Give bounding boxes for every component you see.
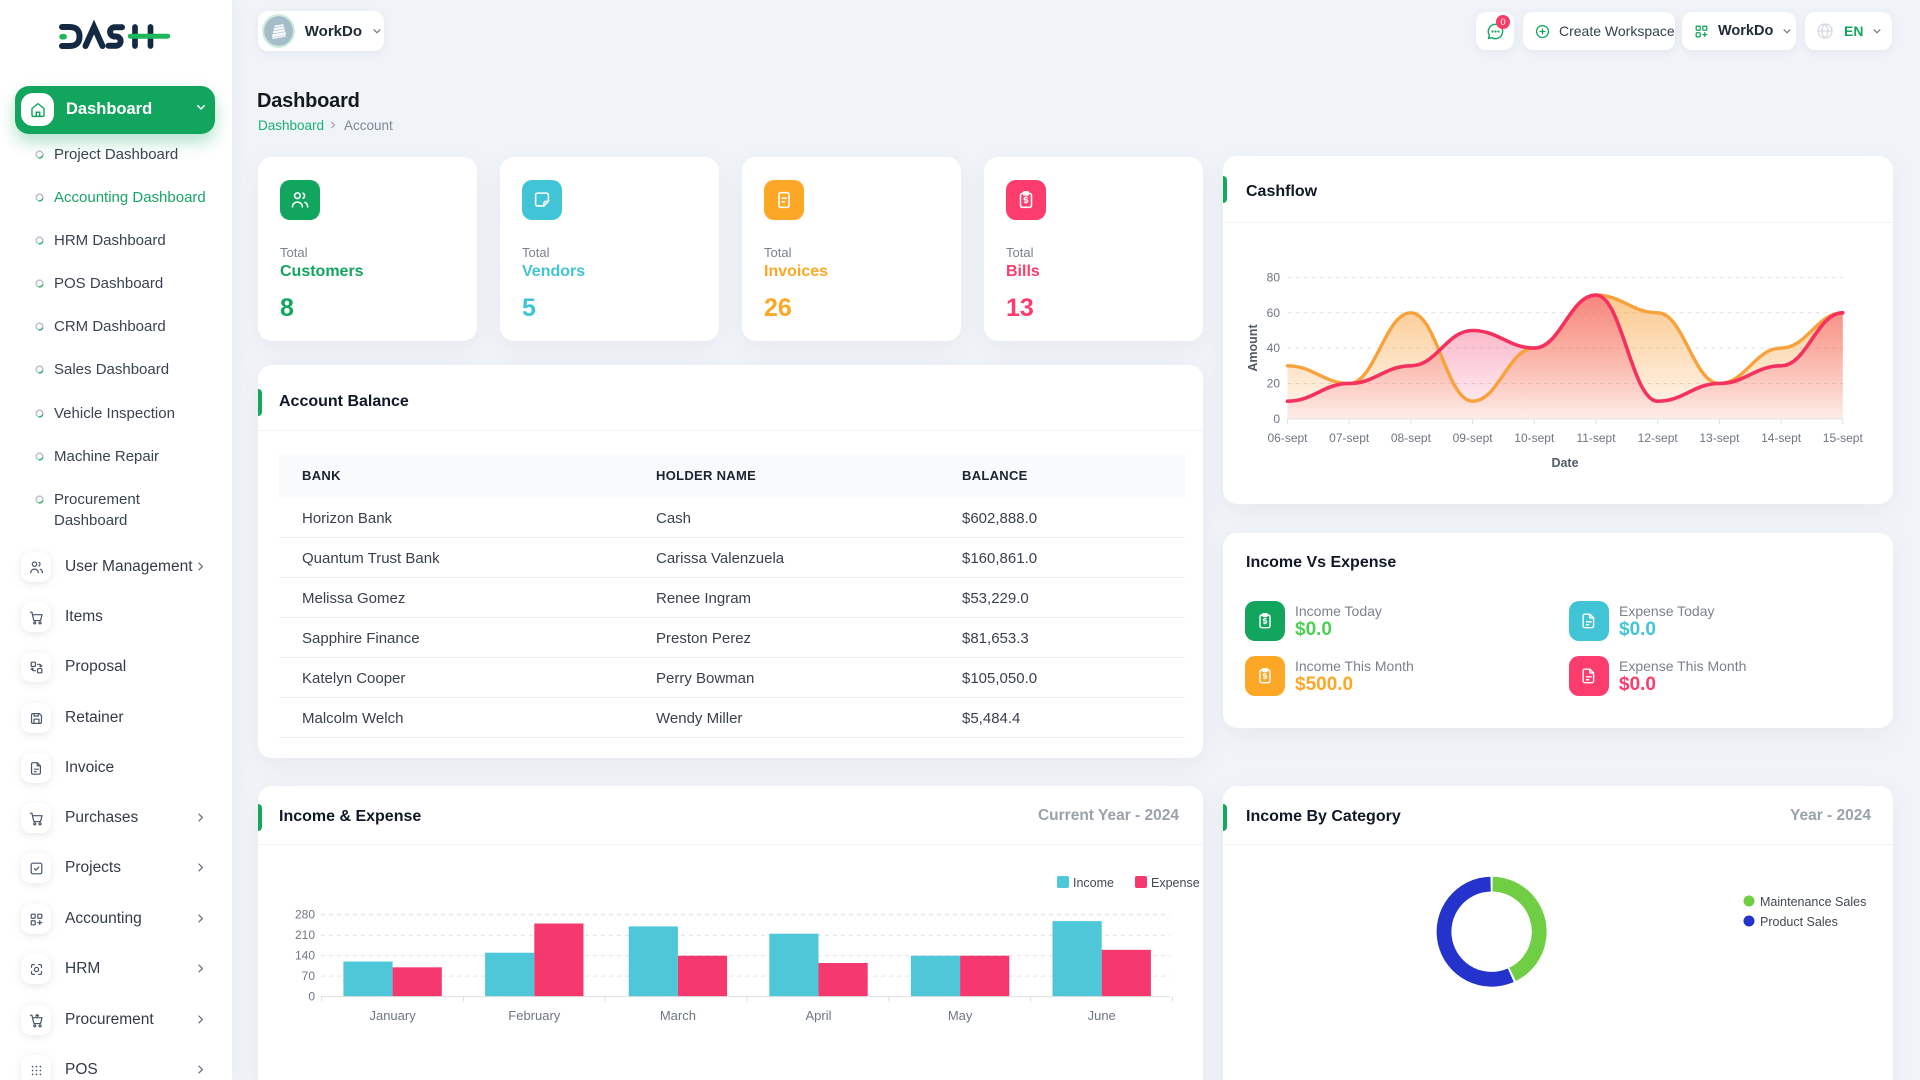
svg-text:140: 140 — [295, 949, 315, 963]
svg-text:January: January — [369, 1008, 416, 1023]
svg-text:12-sept: 12-sept — [1638, 431, 1679, 445]
svg-text:13-sept: 13-sept — [1699, 431, 1740, 445]
svg-text:May: May — [948, 1008, 973, 1023]
svg-text:Income: Income — [1073, 876, 1114, 890]
svg-text:Maintenance Sales: Maintenance Sales — [1760, 895, 1866, 909]
svg-text:40: 40 — [1267, 341, 1281, 355]
svg-text:210: 210 — [295, 928, 315, 942]
svg-text:0: 0 — [1273, 412, 1280, 426]
svg-text:0: 0 — [308, 990, 315, 1004]
svg-text:14-sept: 14-sept — [1761, 431, 1802, 445]
svg-text:April: April — [805, 1008, 831, 1023]
svg-text:Date: Date — [1551, 456, 1578, 470]
svg-text:11-sept: 11-sept — [1576, 431, 1616, 445]
svg-text:Product Sales: Product Sales — [1760, 915, 1838, 929]
svg-text:June: June — [1088, 1008, 1116, 1023]
svg-text:70: 70 — [302, 969, 316, 983]
svg-text:06-sept: 06-sept — [1267, 431, 1308, 445]
svg-text:07-sept: 07-sept — [1329, 431, 1370, 445]
svg-text:Expense: Expense — [1151, 876, 1200, 890]
svg-text:280: 280 — [295, 908, 315, 922]
svg-text:08-sept: 08-sept — [1391, 431, 1432, 445]
svg-text:10-sept: 10-sept — [1514, 431, 1555, 445]
svg-text:20: 20 — [1267, 377, 1281, 391]
svg-text:60: 60 — [1267, 306, 1281, 320]
svg-text:80: 80 — [1267, 270, 1281, 284]
svg-text:February: February — [508, 1008, 561, 1023]
svg-text:15-sept: 15-sept — [1823, 431, 1864, 445]
svg-text:Amount: Amount — [1246, 324, 1260, 372]
svg-text:09-sept: 09-sept — [1453, 431, 1494, 445]
svg-text:March: March — [660, 1008, 696, 1023]
